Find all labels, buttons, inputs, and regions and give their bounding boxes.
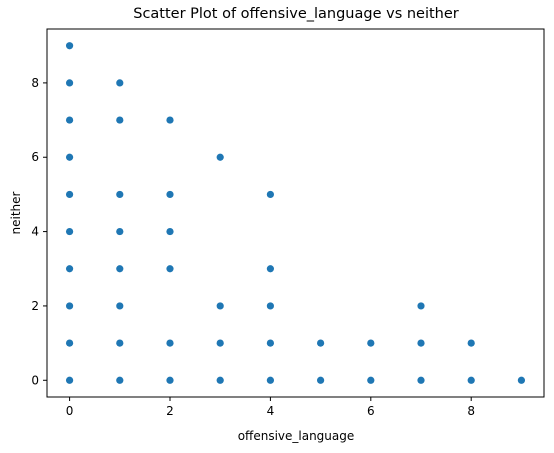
- x-axis-label: offensive_language: [238, 429, 355, 443]
- data-point: [65, 265, 74, 273]
- data-point: [116, 227, 124, 236]
- data-point: [367, 339, 375, 347]
- data-point: [65, 116, 74, 124]
- x-tick-label: 2: [166, 404, 174, 418]
- data-point: [65, 190, 74, 199]
- data-point: [116, 116, 124, 124]
- data-point: [216, 376, 224, 384]
- data-point: [166, 190, 174, 199]
- data-point: [65, 302, 74, 310]
- x-tick-label: 0: [66, 404, 74, 418]
- data-point: [417, 339, 425, 347]
- data-point: [116, 265, 124, 273]
- data-point: [266, 190, 274, 199]
- data-point: [367, 376, 375, 384]
- data-point: [166, 265, 174, 273]
- data-point: [216, 302, 224, 310]
- chart-title: Scatter Plot of offensive_language vs ne…: [133, 6, 459, 22]
- data-point: [65, 339, 74, 347]
- data-point: [467, 339, 475, 347]
- data-point: [317, 376, 325, 384]
- axis-ticks: 0 2 4 6 8 0 2 4 6 8: [31, 76, 475, 418]
- data-point: [116, 302, 124, 310]
- data-point: [116, 190, 124, 199]
- x-tick-label: 8: [467, 404, 475, 418]
- data-point: [517, 376, 526, 384]
- data-point: [116, 79, 124, 87]
- y-axis-label: neither: [9, 191, 23, 234]
- y-tick-label: 2: [31, 299, 39, 313]
- data-point: [467, 376, 475, 384]
- data-point: [166, 339, 174, 347]
- data-point: [166, 376, 174, 384]
- data-point: [116, 339, 124, 347]
- data-point: [65, 227, 74, 236]
- data-points: [65, 42, 526, 384]
- data-point: [216, 339, 224, 347]
- data-point: [65, 79, 74, 87]
- data-point: [266, 265, 274, 273]
- y-tick-label: 0: [31, 373, 39, 387]
- data-point: [417, 376, 425, 384]
- data-point: [65, 153, 74, 161]
- data-point: [65, 42, 74, 50]
- x-tick-label: 4: [267, 404, 275, 418]
- data-point: [116, 376, 124, 384]
- data-point: [266, 302, 274, 310]
- data-point: [216, 153, 224, 161]
- y-tick-label: 4: [31, 225, 39, 239]
- data-point: [417, 302, 425, 310]
- data-point: [317, 339, 325, 347]
- plot-frame: [46, 28, 545, 398]
- data-point: [266, 339, 274, 347]
- data-point: [166, 116, 174, 124]
- y-tick-label: 6: [31, 150, 39, 164]
- data-point: [65, 376, 74, 384]
- y-tick-label: 8: [31, 76, 39, 90]
- x-tick-label: 6: [367, 404, 375, 418]
- data-point: [166, 227, 174, 236]
- data-point: [266, 376, 274, 384]
